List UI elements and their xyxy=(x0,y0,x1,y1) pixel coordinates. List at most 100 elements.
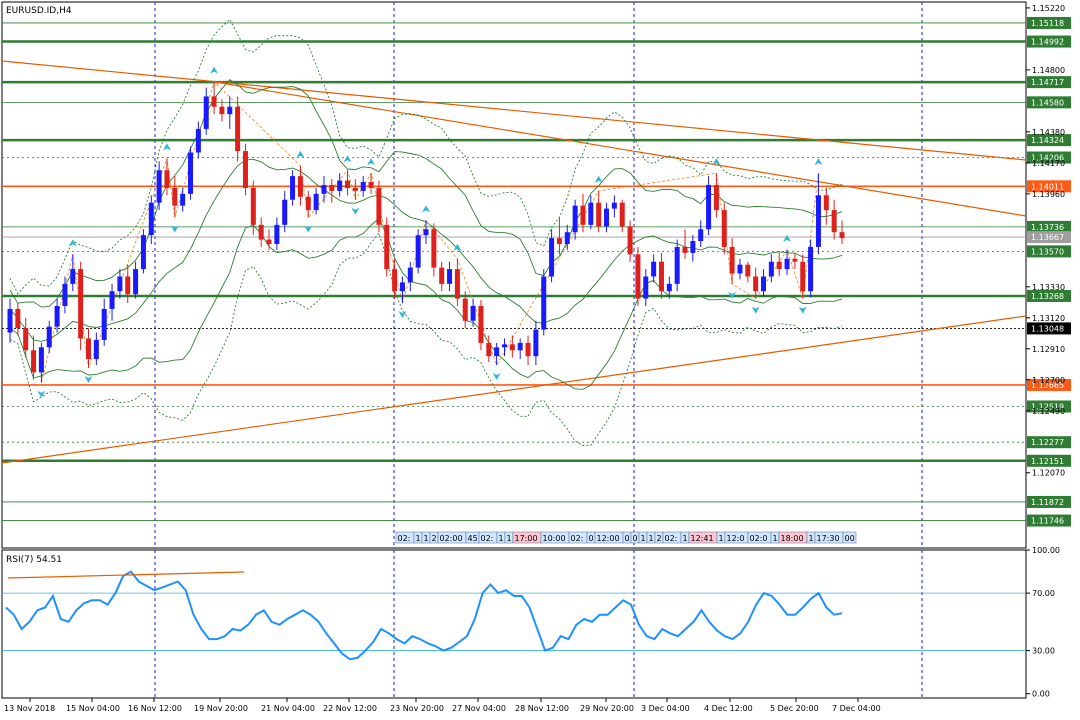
candle-body xyxy=(15,308,21,329)
candle-body xyxy=(62,283,68,306)
candle-body xyxy=(392,269,398,292)
candle-body xyxy=(125,276,131,295)
candle-body xyxy=(682,246,688,253)
candle-body xyxy=(431,229,437,268)
price-tick-label: 1.15220 xyxy=(1032,4,1065,13)
candle-body xyxy=(180,193,186,206)
price-tick-label: 1.12490 xyxy=(1032,407,1065,416)
candle-body xyxy=(572,205,578,233)
candle-body xyxy=(337,180,343,191)
rsi-tick-label: 100.00 xyxy=(1032,546,1060,555)
candle-body xyxy=(470,305,476,321)
candle-body xyxy=(729,246,735,274)
time-tick-label: 5 Dec 20:00 xyxy=(770,704,819,713)
time-tick-label: 13 Nov 2018 xyxy=(4,704,55,713)
timestamp-label: 0 xyxy=(633,534,638,543)
time-tick-label: 23 Nov 20:00 xyxy=(390,704,444,713)
time-tick-label: 7 Dec 04:00 xyxy=(832,704,881,713)
candle-body xyxy=(698,229,704,242)
fractal-up-arrow xyxy=(422,205,430,213)
fractal-up-arrow xyxy=(210,66,219,74)
candle-body xyxy=(360,182,366,191)
candle-body xyxy=(604,208,610,227)
timestamp-label: 1 xyxy=(424,534,429,543)
candle-body xyxy=(761,276,767,292)
fractal-up-arrow xyxy=(594,175,603,183)
candle-body xyxy=(321,184,327,194)
timestamp-label: 1 xyxy=(719,534,724,543)
candle-body xyxy=(345,180,351,188)
rsi-level-lines xyxy=(2,592,1026,651)
candle-body xyxy=(556,238,562,245)
fractal-up-arrow xyxy=(453,243,462,251)
candle-body xyxy=(46,326,52,348)
candle-body xyxy=(462,298,468,321)
candle-body xyxy=(737,264,743,274)
rsi-tick-label: 30.00 xyxy=(1032,647,1055,656)
fractal-up-arrow xyxy=(712,158,721,166)
candle-body xyxy=(133,269,139,295)
band-inner-lower xyxy=(9,217,843,390)
candle-body xyxy=(439,267,445,284)
candle-body xyxy=(23,328,29,351)
candle-body xyxy=(38,347,44,373)
candle-body xyxy=(808,246,814,292)
candle-body xyxy=(376,187,382,225)
band-inner-upper xyxy=(9,79,843,308)
resistance-trendline-2 xyxy=(214,81,1027,217)
candle-body xyxy=(674,246,680,284)
candle-body xyxy=(203,96,209,129)
level-label: 1.13667 xyxy=(1031,233,1064,242)
candle-body xyxy=(140,235,146,270)
level-label: 1.13048 xyxy=(1031,324,1064,333)
candle-body xyxy=(235,106,241,152)
candle-body xyxy=(611,202,617,209)
candle-body xyxy=(85,338,91,360)
price-tick-label: 1.13960 xyxy=(1032,190,1065,199)
candle-body xyxy=(713,184,719,211)
level-label-bg xyxy=(1027,400,1071,413)
price-tick-label: 1.14800 xyxy=(1032,66,1065,75)
candle-body xyxy=(478,305,484,343)
chart-title: EURUSD.ID,H4 xyxy=(6,6,72,16)
time-tick-label: 28 Nov 12:00 xyxy=(515,704,569,713)
candle-body xyxy=(423,229,429,236)
candle-body xyxy=(156,170,162,203)
timestamp-label: 0 xyxy=(625,534,630,543)
candle-body xyxy=(666,283,672,292)
price-tick-label: 1.13120 xyxy=(1032,314,1065,323)
zigzag-line xyxy=(41,80,819,383)
candle-body xyxy=(517,342,523,351)
rsi-label: RSI(7) 54.51 xyxy=(6,555,62,565)
candle-body xyxy=(690,241,696,253)
price-tick-label: 1.12700 xyxy=(1032,376,1065,385)
level-label: 1.14580 xyxy=(1031,98,1064,107)
candle-body xyxy=(627,226,633,255)
candle-body xyxy=(651,261,657,277)
time-tick-label: 4 Dec 12:00 xyxy=(704,704,753,713)
timestamp-label: 1 xyxy=(649,534,654,543)
fractal-down-arrow xyxy=(798,306,807,314)
fractal-up-arrow xyxy=(68,239,77,247)
fractal-down-arrow xyxy=(37,390,46,398)
level-label: 1.14011 xyxy=(1031,182,1064,191)
candle-body xyxy=(635,254,641,299)
candle-body xyxy=(290,176,296,200)
timestamp-label: 02:00 xyxy=(440,534,463,543)
level-label: 1.11746 xyxy=(1031,517,1064,526)
candle-body xyxy=(188,152,194,194)
candle-body xyxy=(313,193,319,211)
candle-body xyxy=(643,276,649,299)
candle-body xyxy=(776,261,782,270)
timestamp-label: 1 xyxy=(641,534,646,543)
level-label-bg xyxy=(1027,180,1071,193)
candle-body xyxy=(227,106,233,115)
timestamp-label: 17:00 xyxy=(515,534,538,543)
timestamp-label: 00 xyxy=(845,534,855,543)
price-tick-label: 1.13330 xyxy=(1032,283,1065,292)
candle-body xyxy=(721,210,727,247)
candle-body xyxy=(305,196,311,211)
horizontal-levels xyxy=(2,22,1026,521)
rsi-pane-frame xyxy=(1,549,1027,699)
